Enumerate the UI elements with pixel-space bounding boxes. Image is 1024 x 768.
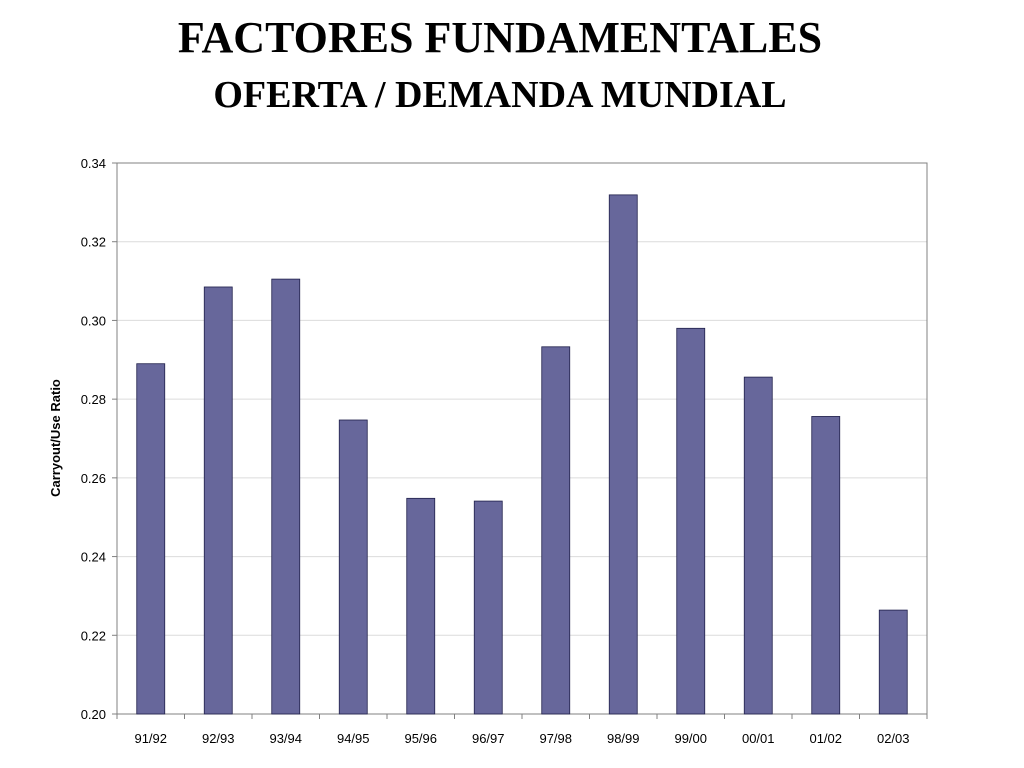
x-tick-label: 01/02 xyxy=(809,731,842,746)
bar-02-03 xyxy=(878,609,908,715)
x-tick-label: 95/96 xyxy=(404,731,437,746)
bar-93-94 xyxy=(271,278,301,715)
y-tick-label: 0.28 xyxy=(81,392,106,407)
x-tick-label: 00/01 xyxy=(742,731,775,746)
bar-92-93 xyxy=(203,286,233,715)
y-axis-ticks: 0.20 0.22 0.24 0.26 0.28 0.30 0.32 0.34 xyxy=(81,156,117,722)
bar-99-00 xyxy=(676,327,706,715)
y-axis-label: Carryout/Use Ratio xyxy=(48,379,63,497)
x-tick-label: 99/00 xyxy=(674,731,707,746)
slide-title: FACTORES FUNDAMENTALES xyxy=(177,13,823,62)
y-tick-label: 0.32 xyxy=(81,235,106,250)
plot-area xyxy=(116,162,928,715)
bar-91-92 xyxy=(136,363,166,715)
x-tick-label: 96/97 xyxy=(472,731,505,746)
x-tick-label: 91/92 xyxy=(134,731,167,746)
bar-94-95 xyxy=(338,419,368,715)
y-tick-label: 0.24 xyxy=(81,550,106,565)
x-tick-label: 02/03 xyxy=(877,731,910,746)
y-tick-label: 0.26 xyxy=(81,471,106,486)
bar-00-01 xyxy=(743,376,773,715)
gridlines xyxy=(117,241,927,636)
bar-98-99 xyxy=(608,194,638,715)
bars xyxy=(136,194,908,715)
bar-97-98 xyxy=(541,346,571,715)
x-axis-ticks: 91/92 92/93 93/94 94/95 95/96 96/97 97/98 98/99… xyxy=(116,714,928,746)
x-tick-label: 93/94 xyxy=(269,731,302,746)
x-tick-label: 92/93 xyxy=(202,731,235,746)
bar-96-97 xyxy=(473,500,503,715)
y-tick-label: 0.20 xyxy=(81,707,106,722)
x-tick-label: 97/98 xyxy=(539,731,572,746)
y-tick-label: 0.34 xyxy=(81,156,106,171)
y-tick-label: 0.22 xyxy=(81,628,106,643)
slide-subtitle: OFERTA / DEMANDA MUNDIAL xyxy=(213,74,787,116)
x-tick-label: 94/95 xyxy=(337,731,370,746)
bar-01-02 xyxy=(811,416,841,715)
bar-95-96 xyxy=(406,497,436,715)
x-tick-label: 98/99 xyxy=(607,731,640,746)
y-tick-label: 0.30 xyxy=(81,313,106,328)
